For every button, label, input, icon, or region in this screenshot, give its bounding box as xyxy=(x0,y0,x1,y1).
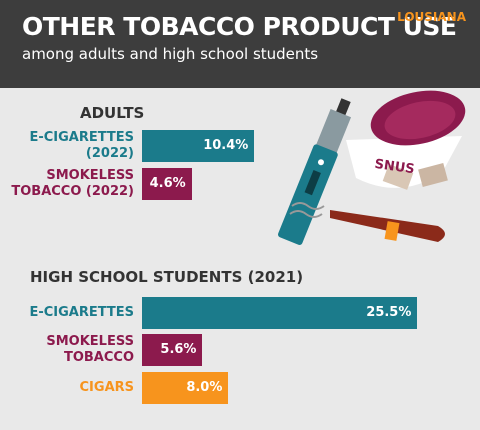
value-label: 8.0% xyxy=(186,380,223,395)
region-label: LOUSIANA xyxy=(397,10,466,24)
group-heading: ADULTS xyxy=(80,104,145,122)
category-label: E-CIGARETTES xyxy=(29,305,134,320)
value-label: 10.4% xyxy=(203,138,249,153)
bar xyxy=(142,372,229,404)
illustration: SNUS xyxy=(277,90,466,245)
bar xyxy=(142,334,203,366)
category-label: SMOKELESS TOBACCO xyxy=(46,334,134,365)
category-label: E-CIGARETTES (2022) xyxy=(29,130,134,161)
snus-label: SNUS xyxy=(374,157,416,177)
header-band xyxy=(0,0,480,88)
category-label: SMOKELESS TOBACCO (2022) xyxy=(11,168,134,199)
vape-pen xyxy=(277,98,352,245)
value-label: 5.6% xyxy=(160,342,197,357)
category-label: CIGARS xyxy=(79,380,134,395)
value-label: 4.6% xyxy=(149,176,186,191)
bar xyxy=(142,130,255,162)
bar xyxy=(142,168,192,200)
cigar xyxy=(289,202,445,242)
snus-tin: SNUS xyxy=(346,90,466,190)
bar xyxy=(142,297,418,329)
value-label: 25.5% xyxy=(366,305,412,320)
chart-title: OTHER TOBACCO PRODUCT USE xyxy=(22,12,457,41)
chart-subtitle: among adults and high school students xyxy=(22,45,319,63)
group-heading: HIGH SCHOOL STUDENTS (2021) xyxy=(30,268,304,286)
